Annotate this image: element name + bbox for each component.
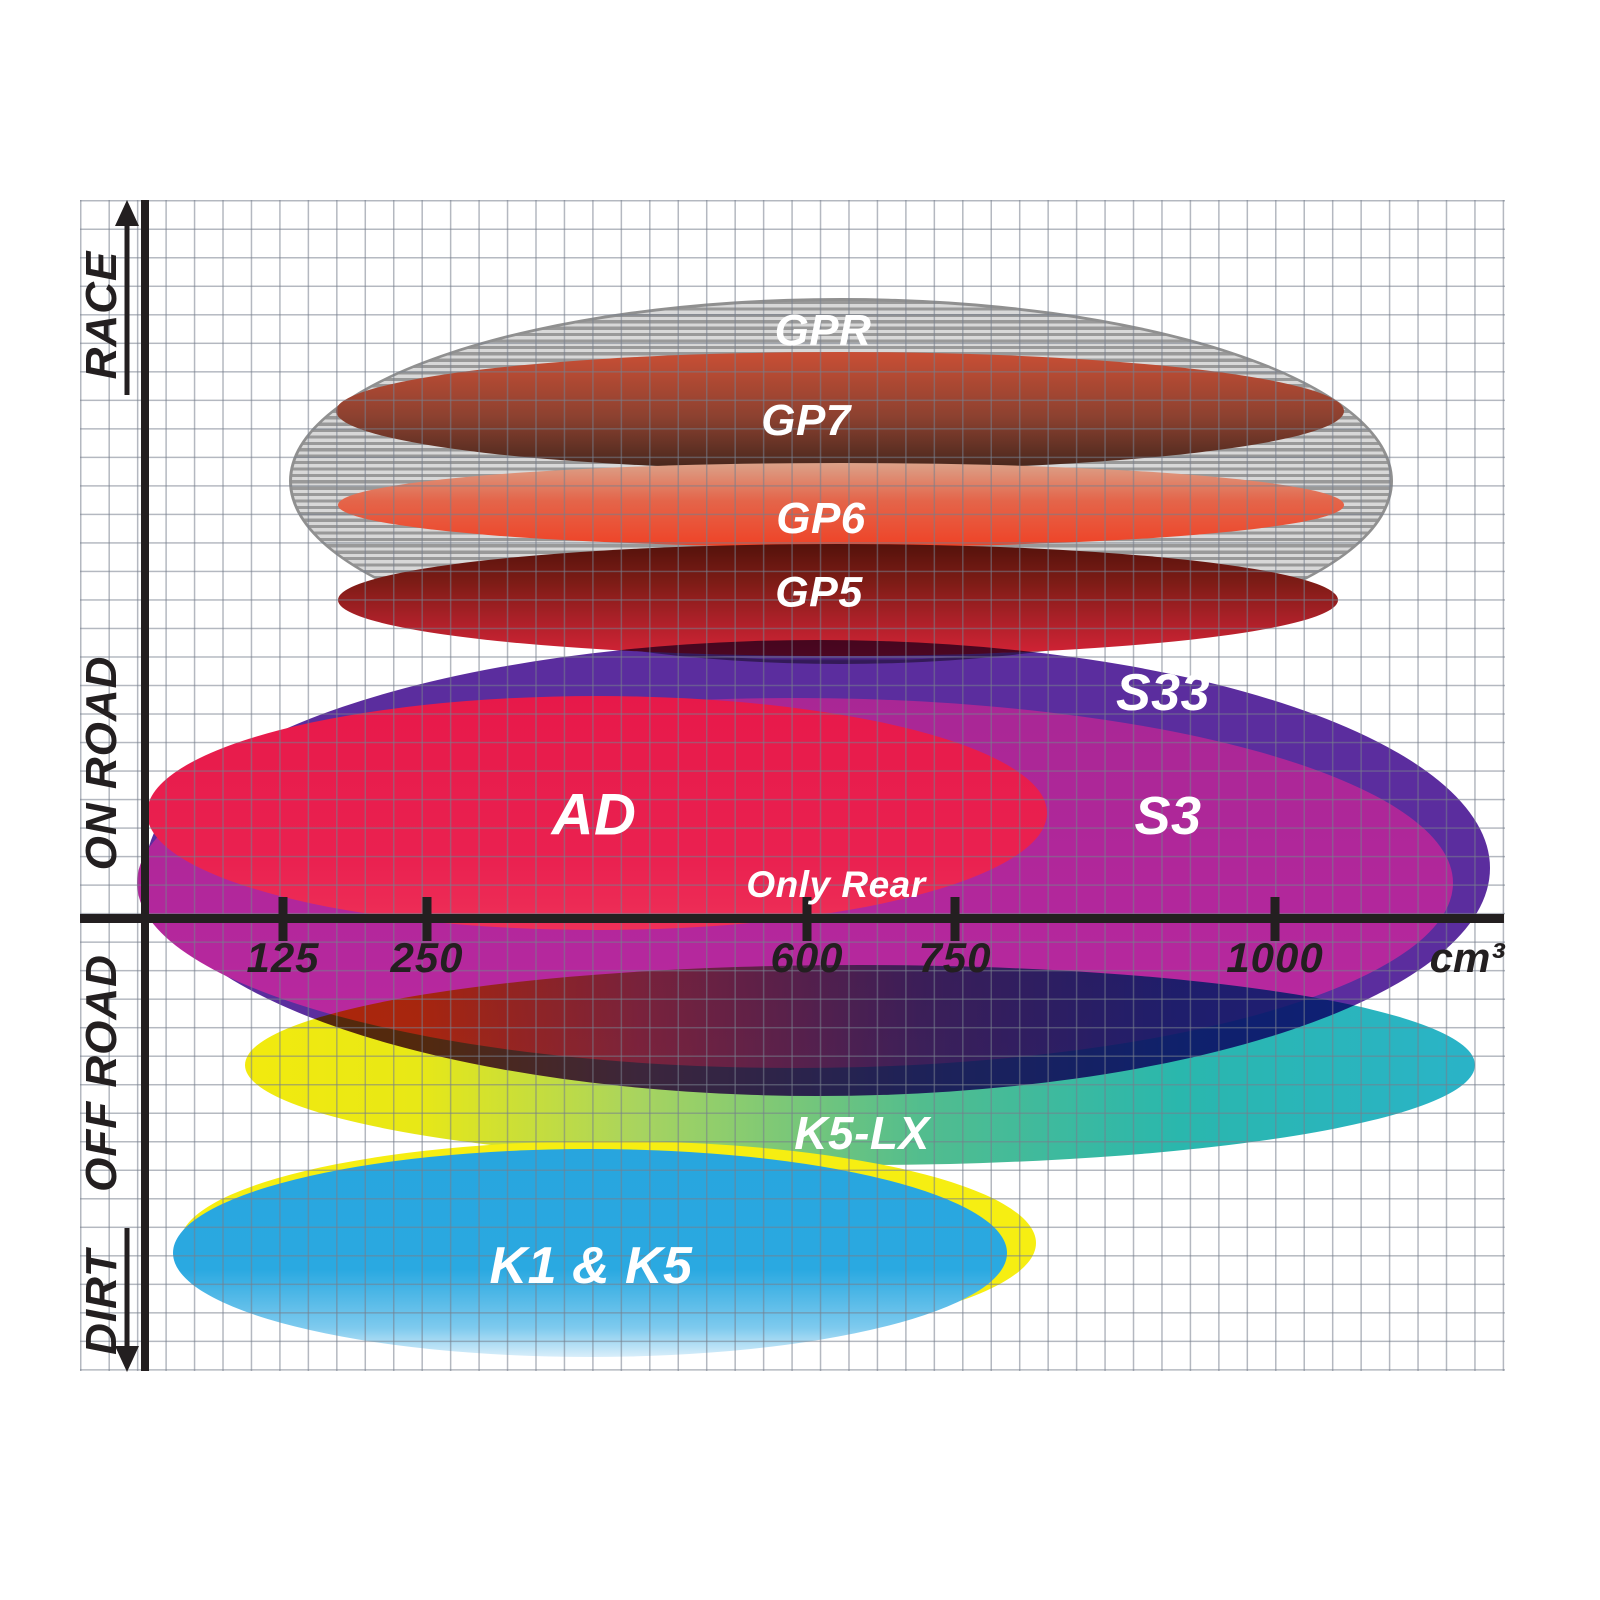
- k1k5-label: K1 & K5: [489, 1237, 693, 1295]
- y-axis-line: [141, 200, 149, 1371]
- y-category-dirt: DIRT: [77, 1249, 126, 1355]
- dirt-direction-arrow-line: [124, 1228, 130, 1348]
- gp5-label: GP5: [775, 568, 863, 617]
- x-tick-125: [278, 897, 288, 941]
- x-tick-750: [950, 897, 960, 941]
- gpr-label: GPR: [774, 306, 872, 355]
- x-tick-250: [422, 897, 432, 941]
- y-category-race: RACE: [77, 250, 126, 380]
- s33-label: S33: [1115, 664, 1211, 722]
- x-tick-label-750: 750: [918, 934, 992, 981]
- ad-label: AD: [551, 782, 637, 848]
- gp6-label: GP6: [776, 494, 866, 543]
- x-tick-1000: [1270, 897, 1280, 941]
- x-tick-600: [802, 897, 812, 941]
- s3-label: S3: [1134, 786, 1202, 846]
- y-category-off-road: OFF ROAD: [77, 954, 126, 1192]
- gp7-label: GP7: [761, 396, 851, 445]
- race-direction-arrow-line: [124, 222, 130, 395]
- x-tick-label-1000: 1000: [1226, 934, 1324, 981]
- x-axis-unit-label: cm³: [1429, 934, 1505, 981]
- x-tick-label-250: 250: [390, 934, 464, 981]
- race-direction-arrow-icon: [115, 200, 139, 226]
- dirt-direction-arrow-icon: [115, 1346, 139, 1372]
- k5lx-label: K5-LX: [794, 1107, 930, 1159]
- x-tick-label-125: 125: [246, 934, 320, 981]
- x-axis-line: [80, 914, 1504, 923]
- y-category-on-road: ON ROAD: [77, 655, 126, 871]
- annotation-only-rear: Only Rear: [746, 864, 926, 905]
- x-tick-label-600: 600: [770, 934, 844, 981]
